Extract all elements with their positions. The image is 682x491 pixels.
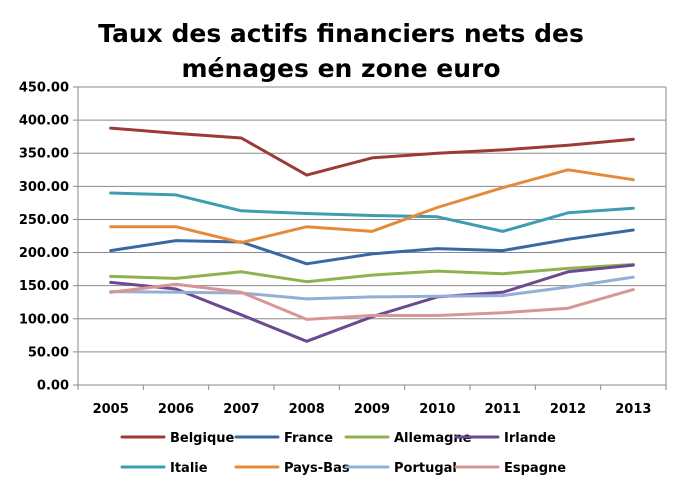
x-tick-label: 2006 xyxy=(158,402,194,417)
legend-label-france: France xyxy=(284,431,333,446)
series-line-portugal xyxy=(109,275,635,301)
y-axis-tick-labels: 0.00 50.00 100.00 150.00 200.00 250.00 300.00 3… xyxy=(19,81,69,394)
legend-label-belgique: Belgique xyxy=(170,431,235,446)
y-tick-label: 300.00 xyxy=(19,180,69,195)
x-tick-label: 2010 xyxy=(419,402,455,417)
x-tick-label: 2011 xyxy=(485,402,521,417)
x-axis-tick-labels: 2005 2006 2007 2008 2009 2010 2011 2012 2013 xyxy=(93,402,652,417)
chart-title-line-1: Taux des actifs financiers nets des xyxy=(98,19,584,48)
y-tick-label: 350.00 xyxy=(19,147,69,162)
legend-label-irlande: Irlande xyxy=(504,431,556,446)
y-tick-label: 200.00 xyxy=(19,246,69,261)
y-tick-label: 250.00 xyxy=(19,213,69,228)
y-tick-label: 100.00 xyxy=(19,312,69,327)
y-tick-label: 150.00 xyxy=(19,279,69,294)
y-tick-label: 450.00 xyxy=(19,81,69,96)
series-line-pays-bas xyxy=(109,168,635,245)
y-tick-label: 0.00 xyxy=(37,379,69,394)
legend: Belgique France Allemagne Irlande Italie Pays… xyxy=(120,431,566,476)
chart-title-line-2: ménages en zone euro xyxy=(181,54,500,83)
legend-label-portugal: Portugal xyxy=(394,461,457,476)
x-tick-label: 2013 xyxy=(615,402,651,417)
series-line-france xyxy=(109,228,635,266)
x-tick-label: 2005 xyxy=(93,402,129,417)
series-line-belgique xyxy=(109,126,635,177)
x-tick-label: 2012 xyxy=(550,402,586,417)
series-line-allemagne xyxy=(109,263,635,284)
series-lines xyxy=(109,126,635,343)
series-line-espagne xyxy=(109,282,635,321)
gridlines xyxy=(78,86,666,386)
x-tick-label: 2007 xyxy=(223,402,259,417)
legend-label-allemagne: Allemagne xyxy=(394,431,472,446)
x-tick-label: 2009 xyxy=(354,402,390,417)
legend-label-espagne: Espagne xyxy=(504,461,566,476)
legend-label-italie: Italie xyxy=(170,461,208,476)
x-tick-label: 2008 xyxy=(289,402,325,417)
axes xyxy=(73,86,667,390)
series-line-italie xyxy=(109,191,635,233)
y-tick-label: 50.00 xyxy=(28,345,69,360)
legend-label-pays-bas: Pays-Bas xyxy=(284,461,350,476)
y-tick-label: 400.00 xyxy=(19,114,69,129)
